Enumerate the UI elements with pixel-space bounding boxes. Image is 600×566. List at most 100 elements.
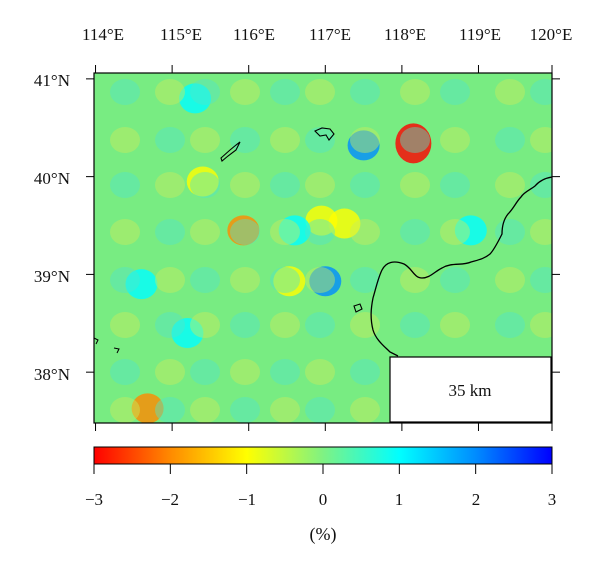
checker-blob: [110, 267, 140, 293]
checker-blob: [230, 219, 260, 245]
checker-blob: [155, 127, 185, 153]
checker-blob: [270, 172, 300, 198]
colorbar-rect: [93, 446, 553, 465]
checker-blob: [440, 127, 470, 153]
lon-label: 120°E: [530, 25, 573, 44]
checker-blob: [495, 219, 525, 245]
checker-blob: [350, 79, 380, 105]
checker-blob: [440, 79, 470, 105]
map-ticks: [86, 65, 560, 431]
checker-blob: [110, 79, 140, 105]
lon-label: 114°E: [82, 25, 124, 44]
checker-blob: [350, 397, 380, 423]
anomaly-layer: [125, 83, 503, 423]
checker-blob: [305, 397, 335, 423]
checker-blob: [190, 312, 220, 338]
scale-box-frame: [389, 356, 552, 423]
checker-blob: [305, 359, 335, 385]
checker-blob: [190, 267, 220, 293]
edge-outline-west: [93, 337, 99, 345]
checker-blob: [155, 397, 185, 423]
checker-blob: [230, 172, 260, 198]
checker-blob: [270, 127, 300, 153]
colorbar-labels: −3 −2 −1 0 1 2 3: [85, 490, 556, 509]
checker-blob: [305, 172, 335, 198]
reservoir-outline-north: [314, 127, 335, 141]
checker-blob: [190, 397, 220, 423]
checker-blob: [270, 359, 300, 385]
checker-blob: [530, 267, 552, 293]
checker-blob: [495, 172, 525, 198]
checkerboard-pattern: [110, 79, 552, 423]
lon-label: 118°E: [384, 25, 426, 44]
checker-blob: [440, 267, 470, 293]
checker-blob: [400, 219, 430, 245]
checker-blob: [155, 312, 185, 338]
checker-blob: [305, 79, 335, 105]
negative-anomaly: [273, 266, 306, 297]
checker-blob: [400, 127, 430, 153]
checker-blob: [190, 172, 220, 198]
positive-anomaly: [179, 83, 212, 114]
coastline: [370, 176, 553, 357]
lon-label: 119°E: [459, 25, 501, 44]
checker-blob: [110, 397, 140, 423]
latitude-labels: 41°N 40°N 39°N 38°N: [34, 71, 70, 384]
checker-blob: [190, 219, 220, 245]
positive-anomaly: [171, 318, 204, 349]
checker-blob: [190, 79, 220, 105]
colorbar-tick-label: 1: [395, 490, 404, 509]
negative-anomaly: [305, 205, 338, 236]
checker-blob: [350, 219, 380, 245]
checker-blob: [230, 312, 260, 338]
checker-blob: [400, 267, 430, 293]
checker-blob: [305, 127, 335, 153]
checker-blob: [350, 312, 380, 338]
checker-blob: [440, 219, 470, 245]
checker-blob: [190, 359, 220, 385]
checker-blob: [190, 127, 220, 153]
positive-anomaly: [125, 269, 158, 300]
colorbar-tick-label: 0: [319, 490, 328, 509]
checker-blob: [230, 79, 260, 105]
negative-anomaly: [227, 215, 260, 246]
scale-box-label: 35 km: [449, 381, 492, 400]
checker-blob: [530, 79, 552, 105]
checker-blob: [270, 219, 300, 245]
checker-blob: [530, 172, 552, 198]
lon-label: 115°E: [160, 25, 202, 44]
map-panel: 35 km 114°E 115°E 116°E 117°E 118°E 119°…: [34, 25, 572, 431]
colorbar-tick-label: −2: [161, 490, 179, 509]
checker-blob: [110, 172, 140, 198]
colorbar-tick-label: −1: [238, 490, 256, 509]
colorbar-tick-label: 2: [472, 490, 481, 509]
map-frame: [93, 72, 553, 424]
positive-anomaly: [278, 215, 311, 246]
negative-anomaly: [395, 123, 432, 164]
checker-blob: [155, 359, 185, 385]
checker-blob: [230, 127, 260, 153]
checker-blob: [270, 79, 300, 105]
checker-blob: [305, 312, 335, 338]
reservoir-outline-west: [220, 141, 241, 162]
checker-blob: [155, 79, 185, 105]
checker-blob: [530, 219, 552, 245]
checker-blob: [110, 312, 140, 338]
checker-blob: [350, 127, 380, 153]
small-lake-outline: [113, 347, 120, 354]
lon-label: 116°E: [233, 25, 275, 44]
lat-label: 38°N: [34, 365, 70, 384]
checker-blob: [155, 172, 185, 198]
checker-blob: [230, 359, 260, 385]
checker-blob: [110, 219, 140, 245]
negative-anomaly: [186, 166, 219, 197]
longitude-labels: 114°E 115°E 116°E 117°E 118°E 119°E 120°…: [82, 25, 572, 44]
positive-anomaly: [347, 130, 380, 161]
negative-anomaly: [131, 393, 164, 423]
checker-blob: [270, 267, 300, 293]
lat-label: 40°N: [34, 169, 70, 188]
checker-blob: [155, 219, 185, 245]
positive-anomaly: [454, 215, 487, 246]
checker-blob: [495, 79, 525, 105]
